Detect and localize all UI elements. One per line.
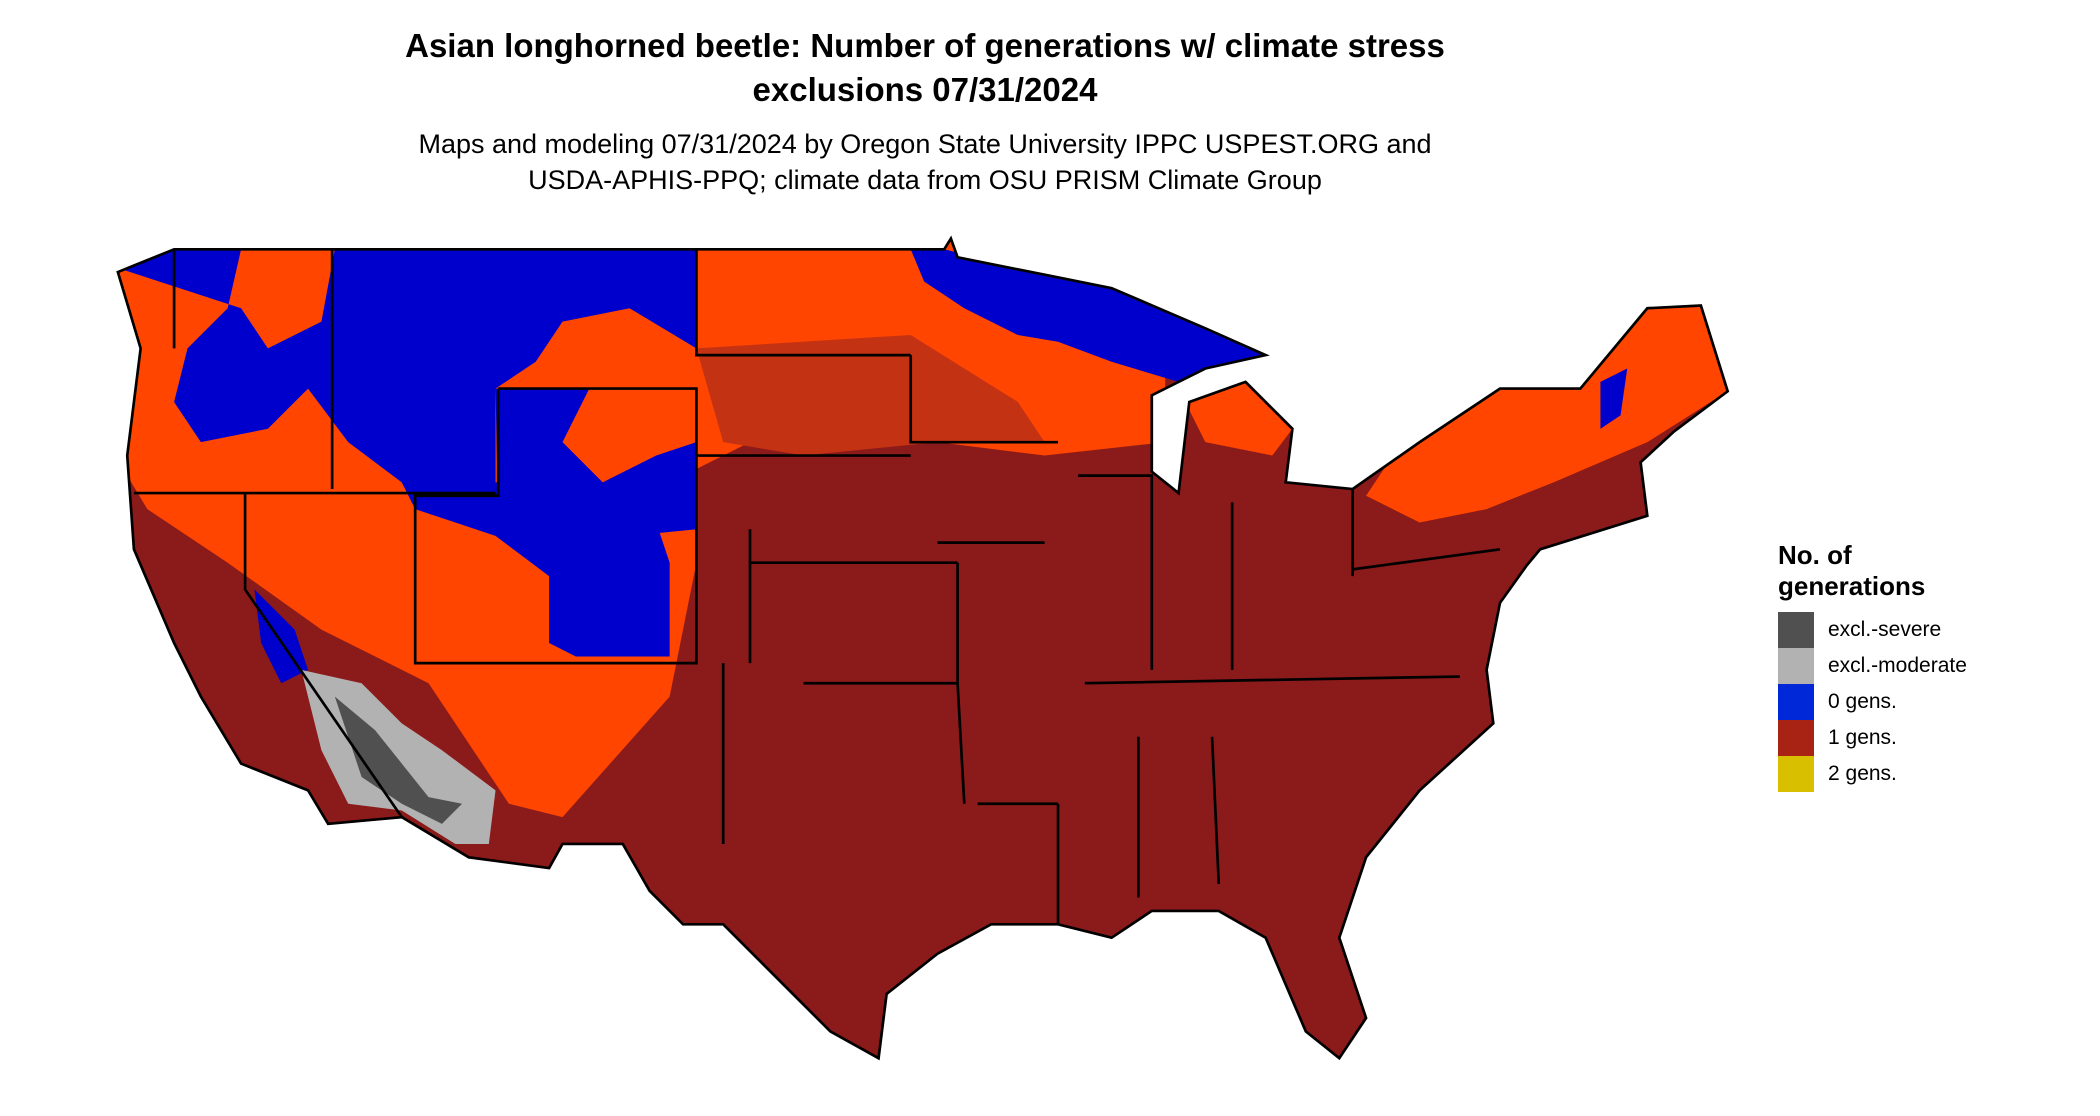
legend-item-excl-moderate: excl.-moderate	[1778, 648, 1967, 684]
legend-label: 0 gens.	[1828, 690, 1897, 713]
legend-title: No. of generations	[1778, 540, 1967, 602]
map-title-line1: Asian longhorned beetle: Number of gener…	[405, 27, 1445, 64]
legend: No. of generations excl.-severe excl.-mo…	[1778, 540, 1967, 792]
state-borders	[116, 235, 1730, 1061]
zero-gen-minnesota	[910, 249, 1266, 382]
legend-label: 1 gens.	[1828, 726, 1897, 749]
legend-label: excl.-moderate	[1828, 654, 1967, 677]
legend-item-1-gens: 1 gens.	[1778, 720, 1967, 756]
legend-swatch	[1778, 684, 1814, 720]
map-subtitle: Maps and modeling 07/31/2024 by Oregon S…	[0, 126, 1850, 198]
zero-gen-new-england	[1600, 368, 1628, 429]
legend-label: 2 gens.	[1828, 762, 1897, 785]
legend-item-excl-severe: excl.-severe	[1778, 612, 1967, 648]
legend-swatch	[1778, 720, 1814, 756]
map-title: Asian longhorned beetle: Number of gener…	[0, 24, 1850, 112]
legend-item-2-gens: 2 gens.	[1778, 756, 1967, 792]
excl-severe-region	[334, 696, 463, 824]
one-gen-bright-northeast	[1366, 305, 1728, 523]
legend-title-line2: generations	[1778, 571, 1926, 601]
one-gen-mid-north	[696, 335, 1045, 456]
zero-gen-northwest	[117, 249, 697, 657]
legend-title-line1: No. of	[1778, 540, 1852, 570]
map-subtitle-line2: USDA-APHIS-PPQ; climate data from OSU PR…	[528, 165, 1322, 195]
zero-gen-wyoming	[495, 388, 697, 536]
legend-swatch	[1778, 648, 1814, 684]
legend-label: excl.-severe	[1828, 618, 1942, 641]
legend-swatch	[1778, 756, 1814, 792]
map-title-line2: exclusions 07/31/2024	[752, 71, 1098, 108]
legend-item-0-gens: 0 gens.	[1778, 684, 1967, 720]
legend-swatch	[1778, 612, 1814, 648]
map-subtitle-line1: Maps and modeling 07/31/2024 by Oregon S…	[418, 129, 1432, 159]
